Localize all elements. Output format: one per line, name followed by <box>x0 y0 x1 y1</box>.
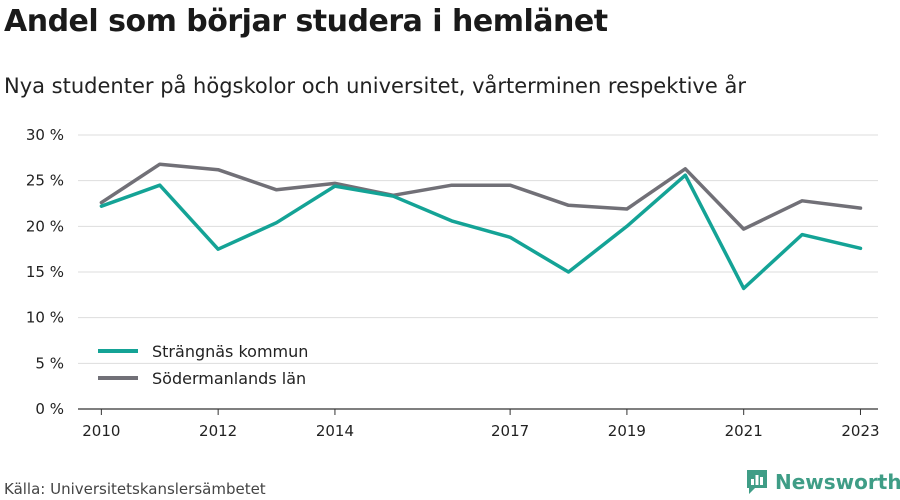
legend-label-1: Strängnäs kommun <box>152 342 308 361</box>
x-tick-label: 2012 <box>199 422 237 440</box>
y-tick-label: 25 % <box>26 172 64 190</box>
chart-title: Andel som börjar studera i hemlänet <box>4 4 608 39</box>
chart-subtitle: Nya studenter på högskolor och universit… <box>4 74 746 98</box>
newsworthy-logo-icon <box>747 470 767 494</box>
y-tick-label: 15 % <box>26 263 64 281</box>
y-tick-label: 30 % <box>26 126 64 144</box>
legend-label-2: Södermanlands län <box>152 369 306 388</box>
y-tick-label: 10 % <box>26 309 64 327</box>
x-tick-label: 2014 <box>316 422 354 440</box>
source-note: Källa: Universitetskanslersämbetet <box>4 480 266 498</box>
y-tick-label: 20 % <box>26 217 64 235</box>
x-tick-label: 2023 <box>841 422 879 440</box>
y-tick-label: 0 % <box>35 400 64 418</box>
series-line-2 <box>99 162 863 231</box>
x-tick-label: 2017 <box>491 422 529 440</box>
series-line-1 <box>99 173 863 291</box>
brand-name: Newsworthy <box>775 470 900 494</box>
x-tick-label: 2019 <box>608 422 646 440</box>
x-tick-label: 2021 <box>725 422 763 440</box>
y-tick-label: 5 % <box>35 354 64 372</box>
x-tick-label: 2010 <box>82 422 120 440</box>
brand-logo: Newsworthy <box>745 468 900 496</box>
